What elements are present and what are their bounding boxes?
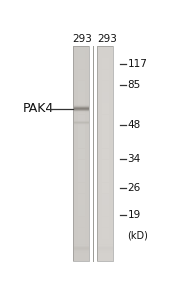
Bar: [102, 103, 109, 114]
Bar: [102, 70, 109, 80]
Bar: [102, 217, 109, 227]
Bar: [74, 104, 89, 105]
Bar: [78, 183, 84, 194]
Bar: [97, 46, 113, 261]
Bar: [102, 205, 109, 216]
Bar: [78, 228, 84, 238]
Bar: [98, 252, 113, 253]
Bar: [78, 149, 84, 160]
Bar: [102, 171, 109, 182]
Text: PAK4: PAK4: [23, 102, 54, 115]
Bar: [102, 81, 109, 92]
Bar: [102, 228, 109, 238]
Bar: [78, 205, 84, 216]
Bar: [98, 245, 113, 246]
Bar: [74, 247, 89, 248]
Bar: [78, 137, 84, 148]
Bar: [98, 249, 113, 250]
Bar: [74, 245, 89, 246]
Text: 19: 19: [128, 210, 141, 220]
Bar: [78, 171, 84, 182]
Bar: [78, 239, 84, 250]
Text: 85: 85: [128, 80, 141, 89]
Bar: [102, 194, 109, 205]
Bar: [102, 115, 109, 125]
Bar: [78, 250, 84, 261]
Bar: [102, 149, 109, 160]
Text: (kD): (kD): [128, 231, 148, 241]
Text: 26: 26: [128, 184, 141, 194]
Bar: [102, 250, 109, 261]
Bar: [74, 252, 89, 253]
Bar: [74, 112, 89, 113]
Bar: [73, 46, 89, 261]
Bar: [102, 183, 109, 194]
Bar: [73, 46, 89, 261]
Bar: [102, 137, 109, 148]
Bar: [98, 248, 113, 249]
Bar: [97, 46, 113, 261]
Bar: [102, 160, 109, 171]
Bar: [78, 103, 84, 114]
Bar: [98, 250, 113, 251]
Bar: [78, 160, 84, 171]
Bar: [78, 92, 84, 103]
Bar: [78, 58, 84, 69]
Bar: [102, 92, 109, 103]
Bar: [98, 244, 113, 245]
Bar: [74, 106, 89, 107]
Bar: [78, 36, 84, 46]
Bar: [74, 109, 89, 110]
Bar: [74, 108, 89, 109]
Bar: [102, 47, 109, 58]
Bar: [102, 36, 109, 46]
Bar: [74, 250, 89, 251]
Bar: [78, 70, 84, 80]
Bar: [74, 105, 89, 106]
Bar: [74, 249, 89, 250]
Bar: [98, 247, 113, 248]
Text: 117: 117: [128, 59, 147, 69]
Bar: [78, 115, 84, 125]
Bar: [78, 217, 84, 227]
Bar: [74, 111, 89, 112]
Bar: [78, 194, 84, 205]
Text: 34: 34: [128, 154, 141, 164]
Bar: [78, 47, 84, 58]
Bar: [74, 110, 89, 111]
Bar: [78, 126, 84, 137]
Bar: [74, 244, 89, 245]
Bar: [102, 239, 109, 250]
Text: 48: 48: [128, 120, 141, 130]
Text: 293: 293: [97, 34, 117, 44]
Bar: [102, 58, 109, 69]
Bar: [78, 81, 84, 92]
Text: 293: 293: [73, 34, 93, 44]
Bar: [102, 126, 109, 137]
Bar: [74, 248, 89, 249]
Bar: [74, 107, 89, 108]
